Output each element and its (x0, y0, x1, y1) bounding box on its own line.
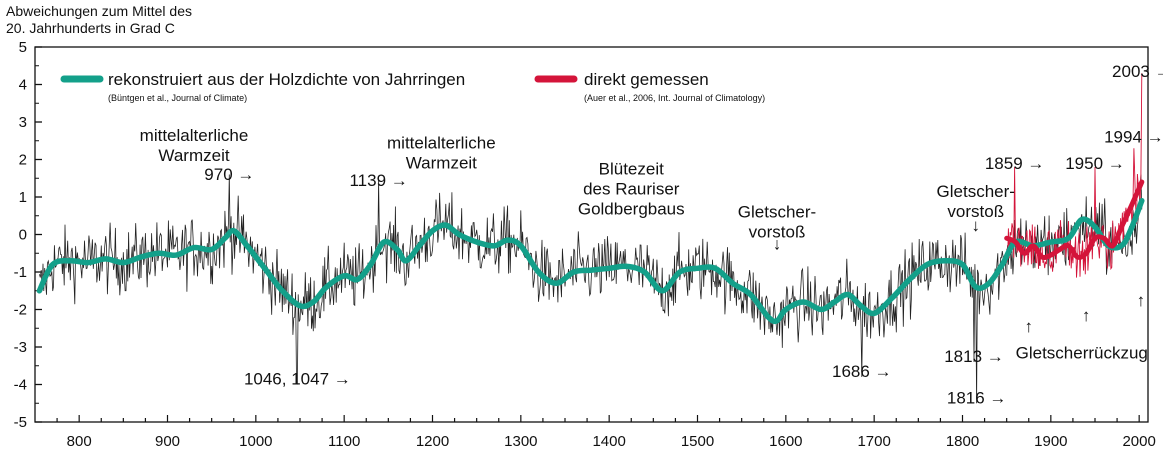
y-tick-label: 2 (19, 152, 27, 169)
annotation-label: Blütezeit (599, 160, 664, 179)
annotation-label: 1046, 1047 → (244, 370, 351, 389)
annotation-label: 1813 → (944, 347, 1004, 366)
annotation-label: 2003 → (1112, 62, 1163, 81)
annotation-label: ↑ (1025, 317, 1034, 336)
annotation-label: ↓ (773, 235, 782, 254)
annotation-label: 970 → (204, 165, 254, 184)
legend-source-measured: (Auer et al., 2006, Int. Journal of Clim… (584, 93, 765, 103)
x-tick-label: 1700 (857, 433, 890, 450)
y-tick-label: 3 (19, 114, 27, 131)
smoothed-series (36, 179, 1145, 325)
y-tick-label: -5 (14, 414, 27, 431)
annotation-label: ↑ (1137, 291, 1146, 310)
y-tick-label: -2 (14, 302, 27, 319)
annotation-label: Gletscher- (738, 203, 816, 222)
legend-source-reconstructed: (Büntgen et al., Journal of Climate) (108, 93, 247, 103)
annotation-label: des Rauriser (583, 180, 680, 199)
y-tick-label: 0 (19, 227, 27, 244)
annotation-label: 1139 → (349, 171, 407, 190)
x-tick-label: 1500 (681, 433, 714, 450)
measured-smoothed-line (1004, 179, 1145, 261)
annotation-label: ↓ (972, 216, 981, 235)
annotation-label: 1686 → (832, 362, 892, 381)
y-tick-label: 5 (19, 39, 27, 56)
annotation-label: 1816 → (947, 388, 1007, 407)
annotation-label: vorstoß (749, 223, 806, 242)
y-tick-label: -4 (14, 377, 27, 394)
x-tick-label: 1000 (239, 433, 272, 450)
x-tick-label: 1200 (416, 433, 449, 450)
legend-label-measured: direkt gemessen (584, 70, 709, 89)
annotation-label: mittelalterliche (140, 126, 249, 145)
y-axis-label-line-1: Abweichungen zum Mittel des (6, 3, 192, 19)
annotation-label: Gletscherrückzug (1016, 343, 1148, 362)
annotation-label: vorstoß (947, 202, 1004, 221)
annotation-label: Gletscher- (937, 182, 1015, 201)
x-tick-label: 900 (155, 433, 180, 450)
legend: rekonstruiert aus der Holzdichte von Jah… (60, 70, 765, 103)
y-tick-label: -1 (14, 264, 27, 281)
x-tick-label: 1400 (592, 433, 625, 450)
annotation-label: 1994 → (1104, 128, 1163, 147)
x-tick-label: 1800 (946, 433, 979, 450)
annotation-label: mittelalterliche (387, 133, 496, 152)
annotation-label: Warmzeit (406, 153, 477, 172)
y-tick-label: 1 (19, 189, 27, 206)
annotation-label: ↑ (1082, 306, 1091, 325)
y-tick-label: -3 (14, 339, 27, 356)
annotation-label: 1950 → (1065, 154, 1125, 173)
x-tick-label: 800 (67, 433, 92, 450)
x-tick-label: 1900 (1034, 433, 1067, 450)
x-tick-label: 2000 (1122, 433, 1155, 450)
y-tick-label: 4 (19, 77, 27, 94)
x-tick-label: 1300 (504, 433, 537, 450)
y-axis-label-line-2: 20. Jahrhunderts in Grad C (6, 20, 175, 36)
annotation-label: Warmzeit (158, 146, 229, 165)
annotation-label: 1859 → (985, 154, 1045, 173)
legend-label-reconstructed: rekonstruiert aus der Holzdichte von Jah… (108, 70, 465, 89)
annotation-label: Goldbergbaus (578, 200, 685, 219)
reconstructed-smoothed-line (36, 197, 1145, 325)
x-tick-label: 1600 (769, 433, 802, 450)
axes: -5 -4 -3 -2 -1 0 1 2 3 4 5 800 900 1000 1100 1200 1300 14… (14, 39, 1156, 450)
x-tick-label: 1100 (328, 433, 360, 450)
